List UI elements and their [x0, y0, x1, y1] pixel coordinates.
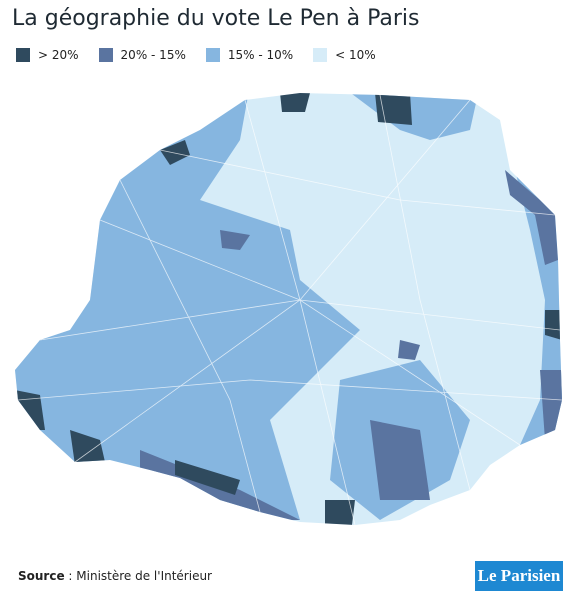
legend-label: 20% - 15%	[120, 48, 186, 62]
dark-n2	[280, 93, 310, 112]
dark-nw	[160, 140, 190, 165]
streets	[17, 94, 562, 525]
dark-s2	[325, 500, 355, 525]
dark-s	[175, 460, 240, 495]
legend-label: > 20%	[38, 48, 79, 62]
source-label: Source	[18, 569, 65, 583]
dark-e	[545, 310, 562, 340]
title: La géographie du vote Le Pen à Paris	[12, 6, 420, 31]
zone-s	[370, 420, 430, 500]
districts	[15, 93, 562, 525]
legend-item: 15% - 10%	[205, 48, 294, 62]
map	[15, 93, 562, 525]
legend-swatch	[313, 48, 328, 62]
legend-swatch	[205, 48, 220, 62]
zone-w	[220, 230, 250, 250]
legend-item: < 10%	[313, 48, 376, 62]
dark-sw	[70, 430, 105, 465]
legend-label: 15% - 10%	[227, 48, 294, 62]
legend: > 20% 20% - 15% 15% - 10% < 10%	[16, 48, 396, 62]
legend-label: < 10%	[335, 48, 376, 62]
legend-swatch	[98, 48, 113, 62]
legend-item: 20% - 15%	[98, 48, 186, 62]
source-text: : Ministère de l'Intérieur	[64, 569, 212, 583]
source: Source : Ministère de l'Intérieur	[18, 569, 212, 583]
legend-item: > 20%	[16, 48, 79, 62]
legend-swatch	[16, 48, 30, 62]
zone-ne	[505, 170, 558, 265]
zone-c	[398, 340, 420, 360]
logo[interactable]: Le Parisien	[475, 561, 563, 591]
